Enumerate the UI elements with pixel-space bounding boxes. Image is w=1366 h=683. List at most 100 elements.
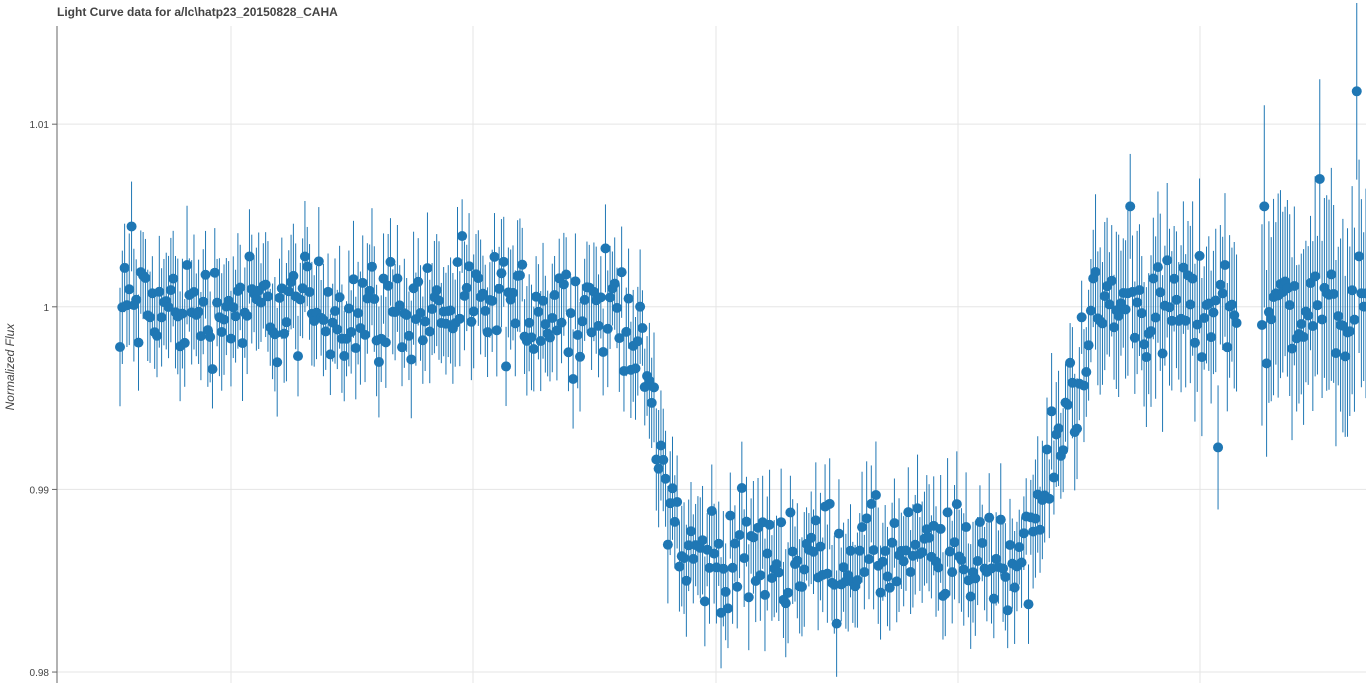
data-point	[477, 288, 488, 299]
data-point	[1284, 300, 1295, 311]
data-point	[1065, 357, 1076, 368]
data-point	[572, 329, 583, 340]
data-point	[1041, 444, 1052, 455]
data-point	[1148, 273, 1159, 284]
data-point	[207, 364, 218, 375]
data-point	[491, 325, 502, 336]
data-point	[843, 570, 854, 581]
data-point	[406, 354, 417, 365]
data-point	[140, 272, 151, 283]
data-point	[1002, 605, 1013, 616]
data-point	[718, 563, 729, 574]
data-point	[759, 589, 770, 600]
data-point	[1194, 250, 1205, 261]
data-point	[216, 326, 227, 337]
data-point	[378, 273, 389, 284]
data-point	[1146, 326, 1157, 337]
data-point	[1303, 310, 1314, 321]
data-point	[533, 306, 544, 317]
data-point	[910, 539, 921, 550]
data-point	[699, 596, 710, 607]
data-point	[551, 325, 562, 336]
data-point	[1169, 273, 1180, 284]
data-point	[1330, 348, 1341, 359]
data-point	[898, 556, 909, 567]
data-point	[182, 260, 193, 271]
data-point	[568, 373, 579, 384]
data-point	[528, 344, 539, 355]
data-point	[1053, 423, 1064, 434]
data-point	[697, 535, 708, 546]
data-point	[912, 503, 923, 514]
data-point	[667, 483, 678, 494]
data-point	[958, 564, 969, 575]
data-point	[755, 570, 766, 581]
data-point	[288, 270, 299, 281]
data-point	[179, 337, 190, 348]
data-point	[332, 324, 343, 335]
data-point	[944, 546, 955, 557]
data-point	[863, 554, 874, 565]
data-point	[498, 256, 509, 267]
data-point	[889, 518, 900, 529]
data-point	[655, 440, 666, 451]
data-point	[556, 317, 567, 328]
data-point	[658, 454, 669, 465]
data-point	[373, 356, 384, 367]
data-point	[329, 306, 340, 317]
data-point	[403, 330, 414, 341]
data-point	[974, 516, 985, 527]
data-point	[1129, 332, 1140, 343]
data-point	[1310, 271, 1321, 282]
data-point	[977, 537, 988, 548]
data-point	[121, 300, 132, 311]
data-point	[951, 499, 962, 510]
data-point	[787, 546, 798, 557]
data-point	[732, 581, 743, 592]
data-point	[151, 330, 162, 341]
data-point	[242, 310, 253, 321]
data-point	[343, 303, 354, 314]
data-point	[401, 309, 412, 320]
data-point	[237, 338, 248, 349]
data-point	[727, 562, 738, 573]
data-point	[995, 514, 1006, 525]
data-point	[274, 292, 285, 303]
data-point	[729, 538, 740, 549]
data-point	[595, 292, 606, 303]
data-point	[736, 483, 747, 494]
data-point	[369, 294, 380, 305]
data-point	[230, 311, 241, 322]
data-point	[810, 515, 821, 526]
data-point	[163, 302, 174, 313]
data-point	[1259, 201, 1270, 212]
data-point	[1062, 399, 1073, 410]
data-point	[452, 257, 463, 268]
data-point	[653, 463, 664, 474]
data-point	[262, 291, 273, 302]
data-point	[1185, 299, 1196, 310]
data-point	[1155, 287, 1166, 298]
data-point	[649, 382, 659, 393]
data-point	[940, 588, 951, 599]
data-point	[489, 251, 500, 262]
data-point	[1136, 308, 1147, 319]
data-point	[1139, 339, 1150, 350]
data-point	[339, 351, 350, 362]
data-point	[156, 312, 167, 323]
data-point	[947, 567, 958, 578]
data-point	[205, 331, 216, 342]
y-axis-ticks: 1.01 1 0.99 0.98	[30, 120, 57, 679]
data-point	[905, 567, 916, 578]
y-tick-label: 1	[43, 303, 49, 314]
data-point	[988, 593, 999, 604]
data-point	[1134, 285, 1145, 296]
data-point	[420, 316, 431, 327]
data-point	[281, 317, 292, 328]
data-point	[385, 256, 396, 267]
data-point	[685, 526, 696, 537]
data-point	[660, 473, 671, 484]
data-point	[313, 256, 324, 267]
data-point	[577, 316, 588, 327]
data-point	[334, 292, 345, 303]
